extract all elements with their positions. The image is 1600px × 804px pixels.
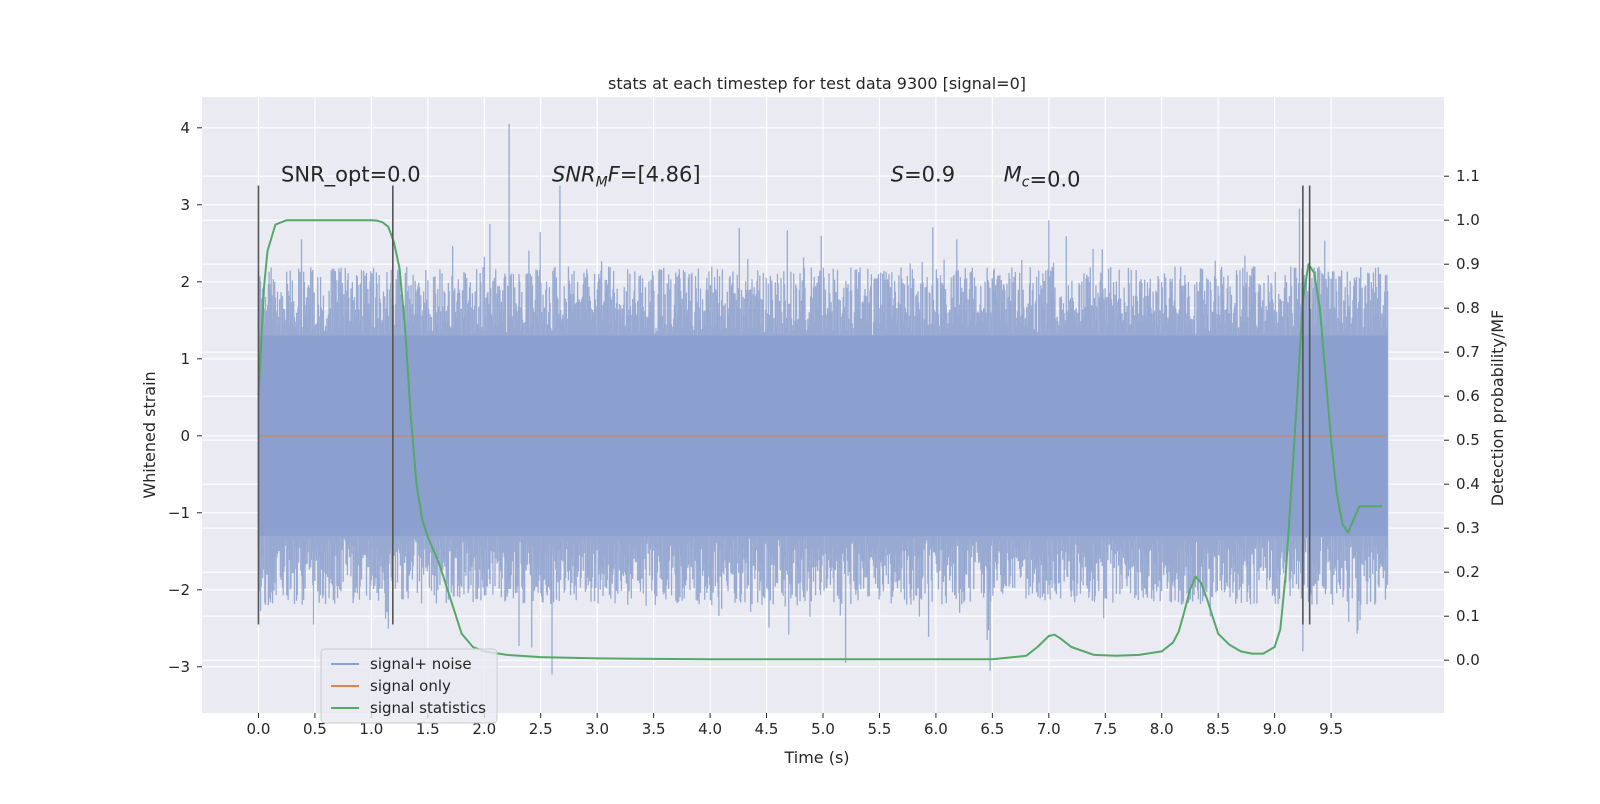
y-tick-label: 1	[180, 350, 190, 368]
x-axis-label: Time (s)	[783, 748, 849, 767]
tick-layer: 0.0 0.5 1.0 1.5 2.0 2.5 3.0 3.5 4.0 4.5 5.0 5.5 6.0 6…	[168, 119, 1480, 738]
y2-tick-label: 0.6	[1456, 387, 1480, 405]
vline-layer	[257, 185, 1311, 625]
legend-label-signal-statistics: signal statistics	[370, 699, 486, 717]
y-tick-label: 3	[180, 196, 190, 214]
x-tick-label: 7.5	[1093, 720, 1117, 738]
x-tick-label: 1.5	[416, 720, 440, 738]
y2-tick-label: 0.4	[1456, 475, 1480, 493]
x-tick-label: 2.5	[529, 720, 553, 738]
x-tick-label: 8.0	[1150, 720, 1174, 738]
x-tick-label: 7.0	[1037, 720, 1061, 738]
annotation-mc: Mc=0.0	[1004, 163, 1081, 192]
y-tick-label: 0	[180, 427, 190, 445]
x-tick-label: 6.0	[924, 720, 948, 738]
y-tick-label: 4	[180, 119, 190, 137]
annotation-snr-opt: SNR_opt=0.0	[281, 163, 421, 188]
x-tick-label: 0.0	[247, 720, 271, 738]
y2-tick-label: 0.9	[1456, 255, 1480, 273]
legend: signal+ noise signal only signal statist…	[320, 648, 498, 724]
y2-tick-label: 0.8	[1456, 299, 1480, 317]
x-tick-label: 8.5	[1206, 720, 1230, 738]
y-tick-label: −1	[168, 504, 190, 522]
x-tick-label: 9.5	[1319, 720, 1343, 738]
annotation-s: S=0.9	[891, 163, 955, 187]
x-tick-label: 6.5	[980, 720, 1004, 738]
x-tick-label: 5.0	[811, 720, 835, 738]
y2-tick-label: 0.3	[1456, 519, 1480, 537]
y2-tick-label: 0.1	[1456, 607, 1480, 625]
y-axis-label: Whitened strain	[140, 371, 159, 498]
y-tick-label: −3	[168, 658, 190, 676]
y2-tick-label: 0.0	[1456, 651, 1480, 669]
y2-axis-label: Detection probability/MF	[1488, 310, 1507, 507]
y-tick-label: −2	[168, 581, 190, 599]
chart-title: stats at each timestep for test data 930…	[608, 74, 1026, 93]
x-tick-label: 0.5	[303, 720, 327, 738]
x-tick-label: 4.5	[755, 720, 779, 738]
x-tick-label: 4.0	[698, 720, 722, 738]
x-tick-label: 3.5	[642, 720, 666, 738]
legend-label-signal-noise: signal+ noise	[370, 655, 472, 673]
y2-tick-label: 1.1	[1456, 167, 1480, 185]
x-tick-label: 9.0	[1263, 720, 1287, 738]
x-tick-label: 1.0	[359, 720, 383, 738]
y2-tick-label: 0.2	[1456, 563, 1480, 581]
y-tick-label: 2	[180, 273, 190, 291]
annotation-layer: SNR_opt=0.0 SNRMF=[4.86] S=0.9 Mc=0.0	[281, 163, 1080, 192]
x-tick-label: 3.0	[585, 720, 609, 738]
y2-tick-label: 0.5	[1456, 431, 1480, 449]
y2-tick-label: 0.7	[1456, 343, 1480, 361]
legend-label-signal-only: signal only	[370, 677, 451, 695]
x-tick-label: 5.5	[868, 720, 892, 738]
annotation-snr-mf: SNRMF=[4.86]	[552, 163, 701, 191]
x-tick-label: 2.0	[472, 720, 496, 738]
legend-box	[320, 648, 498, 724]
y2-tick-label: 1.0	[1456, 211, 1480, 229]
